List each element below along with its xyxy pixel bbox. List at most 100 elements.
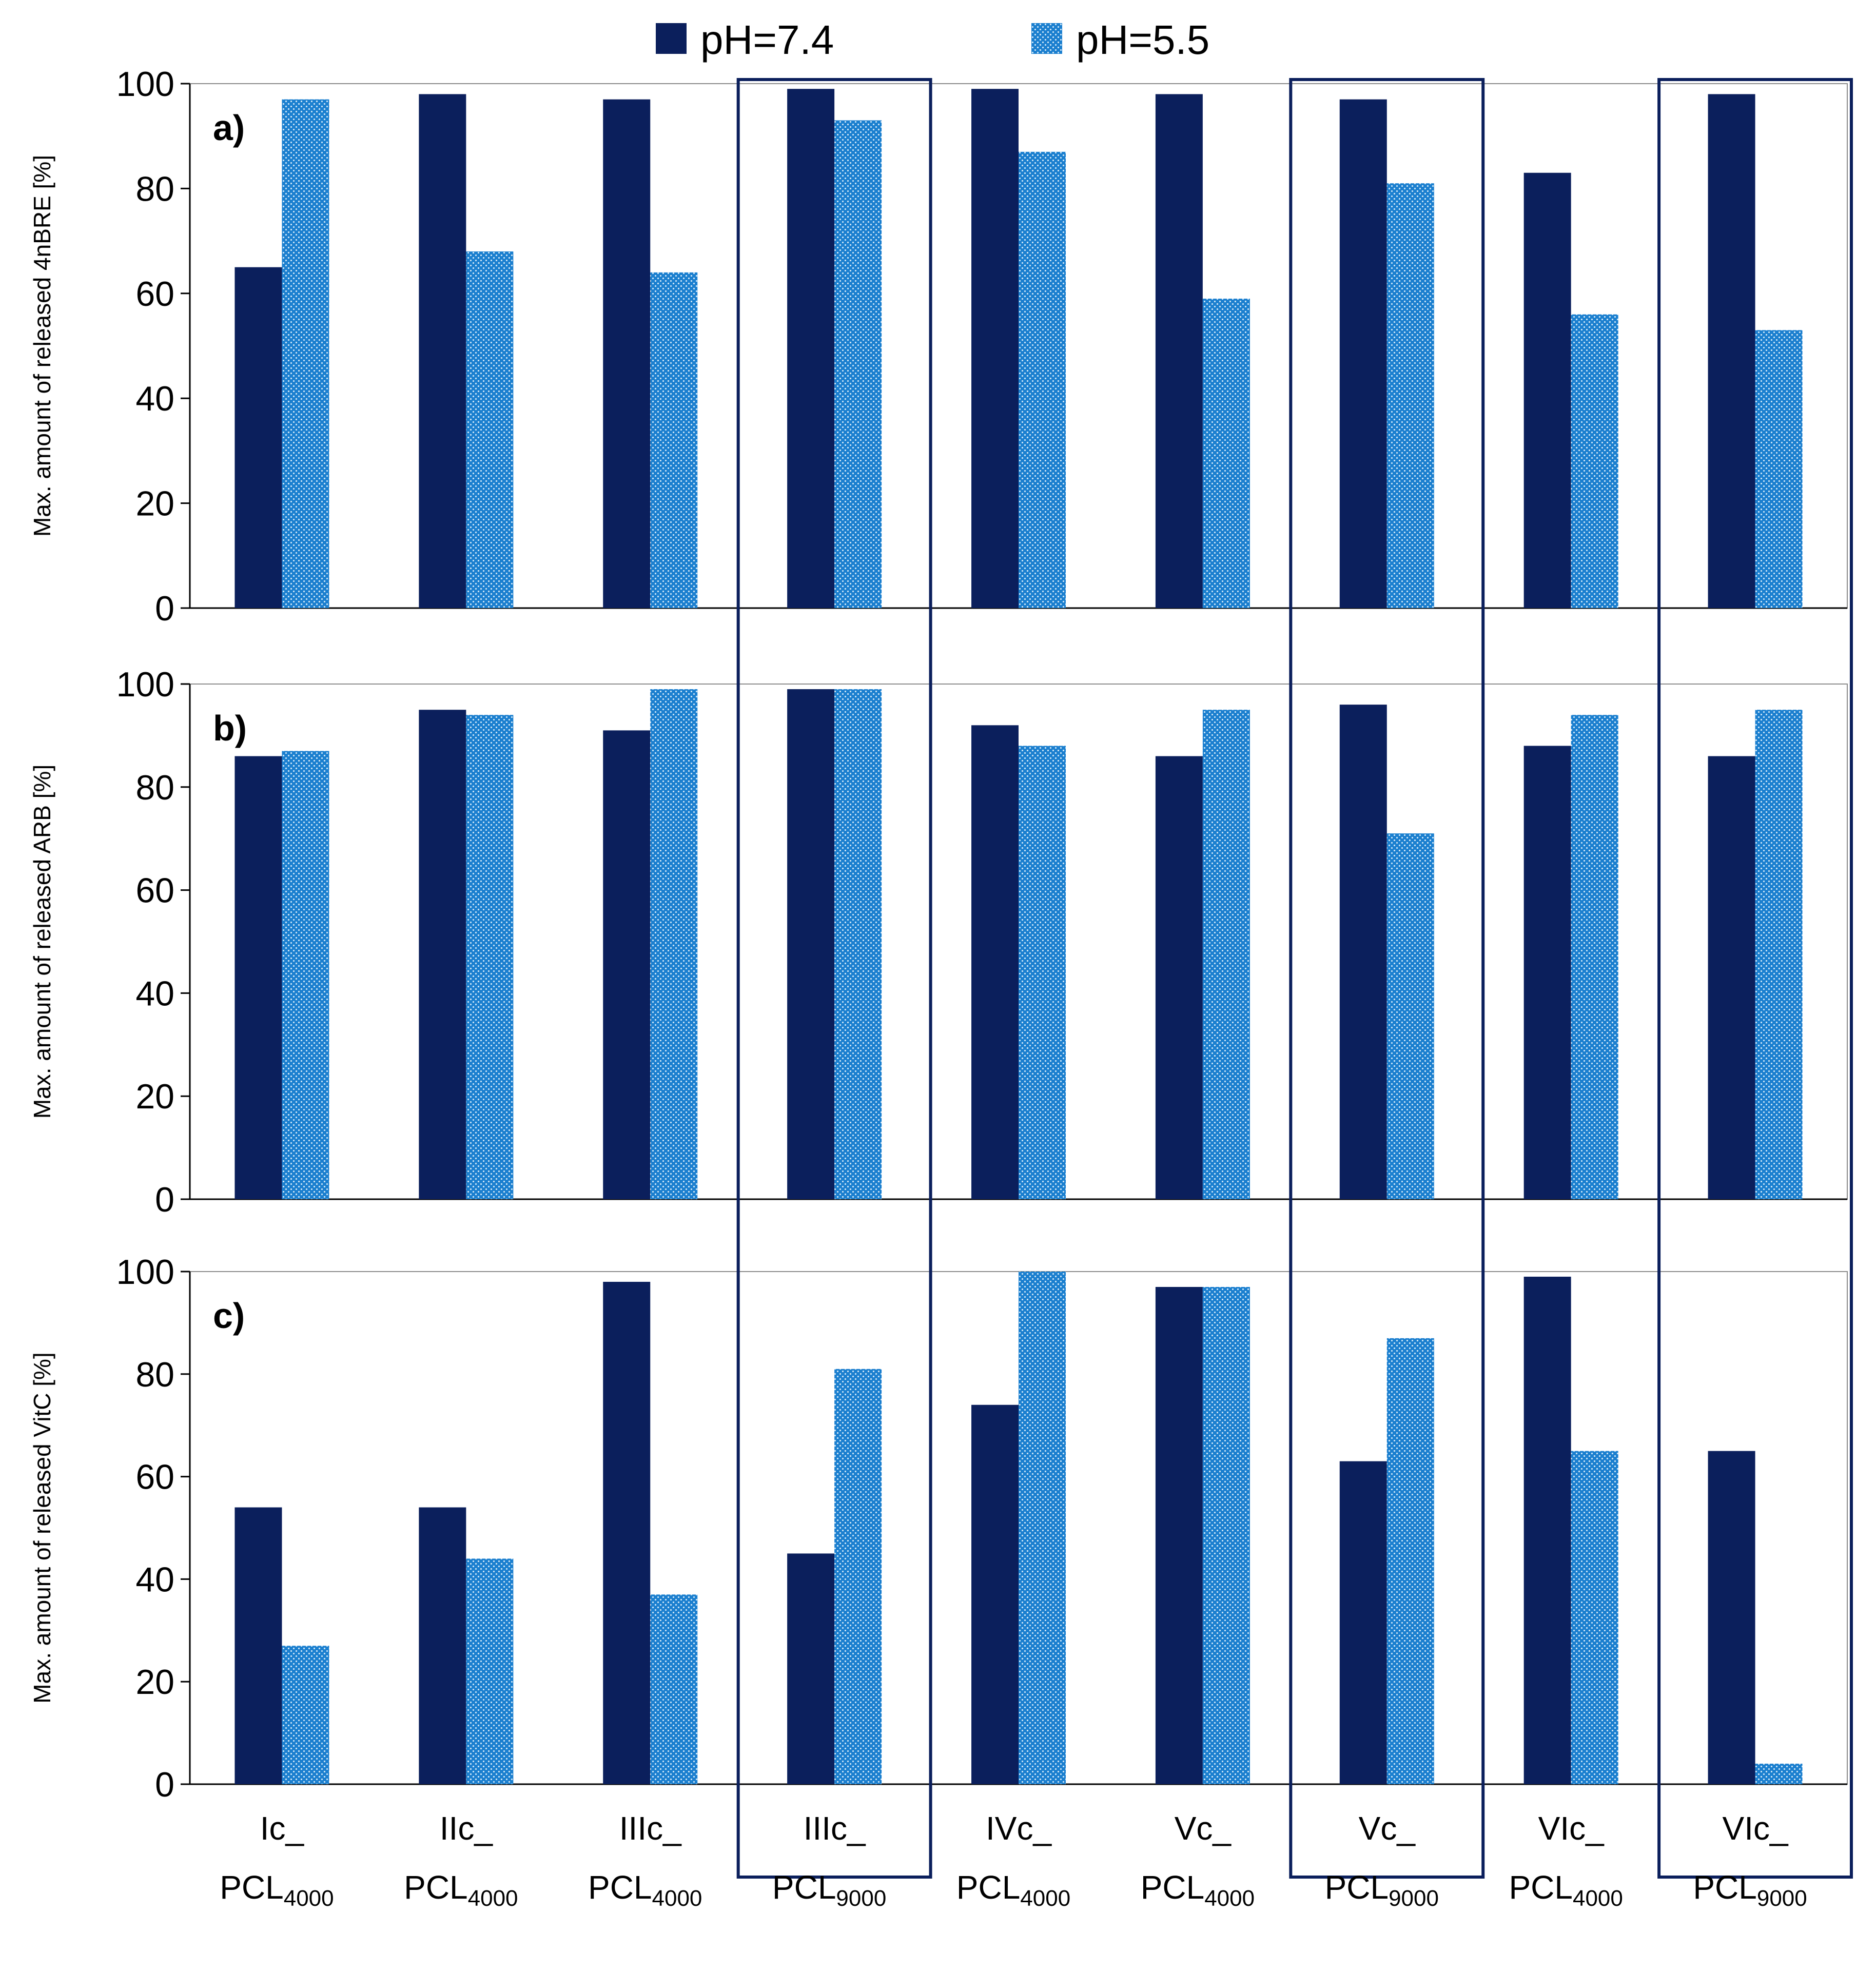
panel-label: a) — [213, 108, 245, 148]
y-tick-label: 60 — [135, 275, 174, 314]
bar-ph74-4 — [787, 1553, 835, 1784]
y-tick-label: 0 — [155, 589, 174, 628]
bar-ph74-8 — [1523, 746, 1571, 1199]
panel-label: b) — [213, 708, 247, 748]
bar-ph55-2 — [466, 715, 514, 1199]
bar-ph74-3 — [603, 730, 651, 1199]
bar-ph74-5 — [971, 1404, 1019, 1784]
y-axis-title: Max. amount of released VitC [%] — [29, 1352, 55, 1703]
x-category-base: PCL — [220, 1869, 284, 1906]
x-category-line1-9: VIc_ — [1723, 1810, 1789, 1847]
y-axis-title: Max. amount of released ARB [%] — [29, 765, 55, 1119]
bar-ph55-1 — [282, 1646, 329, 1784]
x-category-subscript: 4000 — [284, 1886, 334, 1911]
x-category-subscript: 4000 — [1573, 1886, 1623, 1911]
highlight-box-category-7 — [1289, 78, 1485, 1879]
y-axis-title: Max. amount of released 4nBRE [%] — [29, 155, 55, 537]
legend: pH=7.4 pH=5.5 — [656, 17, 1209, 63]
bar-ph74-2 — [419, 710, 466, 1199]
bar-ph55-8 — [1571, 715, 1618, 1199]
y-tick-label: 80 — [135, 1355, 174, 1394]
bar-ph55-3 — [650, 689, 698, 1199]
x-category-line1-6: Vc_ — [1175, 1810, 1232, 1847]
y-tick-label: 80 — [135, 768, 174, 807]
bar-ph55-8 — [1571, 314, 1618, 608]
bar-ph74-5 — [971, 89, 1019, 609]
bar-ph55-1 — [282, 99, 329, 608]
bar-ph55-7 — [1386, 1338, 1434, 1784]
bar-ph74-8 — [1523, 1276, 1571, 1784]
bar-ph55-1 — [282, 751, 329, 1199]
bar-ph74-1 — [234, 1507, 282, 1784]
y-tick-label: 20 — [135, 1663, 174, 1702]
x-category-base: PCL — [772, 1869, 836, 1906]
x-category-base: PCL — [956, 1869, 1021, 1906]
y-tick-label: 100 — [116, 1253, 174, 1292]
y-tick-label: 100 — [116, 665, 174, 704]
x-axis-labels: Ic_PCL4000IIc_PCL4000IIIc_PCL4000IIIc_PC… — [220, 1810, 1807, 1911]
x-category-line1-4: IIIc_ — [804, 1810, 866, 1847]
x-category-line2-1: PCL4000 — [220, 1869, 334, 1911]
x-category-base: PCL — [1693, 1869, 1757, 1906]
bar-ph74-2 — [419, 94, 466, 608]
highlight-box-category-4 — [736, 78, 932, 1879]
bar-ph74-8 — [1523, 172, 1571, 608]
bar-ph55-6 — [1202, 710, 1250, 1199]
bar-ph55-2 — [466, 1558, 514, 1784]
bar-ph74-1 — [234, 756, 282, 1199]
legend-swatch-2 — [1031, 23, 1062, 54]
bar-ph55-5 — [1019, 746, 1066, 1199]
x-category-subscript: 4000 — [1020, 1886, 1070, 1911]
x-category-line2-4: PCL9000 — [772, 1869, 886, 1911]
x-category-line2-7: PCL9000 — [1325, 1869, 1439, 1911]
x-category-base: PCL — [404, 1869, 468, 1906]
x-category-line2-2: PCL4000 — [404, 1869, 518, 1911]
bar-ph55-9 — [1755, 330, 1803, 608]
bar-ph74-1 — [234, 267, 282, 608]
bar-ph55-7 — [1386, 833, 1434, 1199]
x-category-line2-5: PCL4000 — [956, 1869, 1070, 1911]
bar-ph55-4 — [834, 120, 882, 609]
x-category-base: PCL — [1509, 1869, 1573, 1906]
bar-ph55-3 — [650, 1594, 698, 1784]
x-category-base: PCL — [1141, 1869, 1205, 1906]
panels: 0 20 40 60 80 100 Max. amount of released 4nBR… — [29, 65, 1848, 1804]
bar-ph74-4 — [787, 89, 835, 609]
y-tick-label: 0 — [155, 1765, 174, 1804]
x-category-subscript: 4000 — [468, 1886, 518, 1911]
bar-ph74-3 — [603, 99, 651, 608]
bar-ph55-9 — [1755, 1764, 1803, 1784]
bar-ph55-7 — [1386, 183, 1434, 608]
y-tick-label: 40 — [135, 379, 174, 418]
bar-ph74-5 — [971, 725, 1019, 1199]
bar-ph74-6 — [1155, 756, 1203, 1199]
bar-ph55-9 — [1755, 710, 1803, 1199]
x-category-line1-3: IIIc_ — [619, 1810, 682, 1847]
x-category-line2-8: PCL4000 — [1509, 1869, 1623, 1911]
bar-ph55-2 — [466, 251, 514, 608]
y-tick-label: 60 — [135, 1458, 174, 1497]
bar-ph55-6 — [1202, 1286, 1250, 1784]
panel-label: c) — [213, 1296, 245, 1336]
bar-ph55-4 — [834, 1369, 882, 1784]
y-tick-label: 40 — [135, 974, 174, 1013]
bar-ph55-3 — [650, 272, 698, 608]
x-category-line1-1: Ic_ — [260, 1810, 305, 1847]
x-category-base: PCL — [588, 1869, 652, 1906]
bar-ph74-7 — [1339, 99, 1387, 608]
bar-ph74-3 — [603, 1281, 651, 1784]
x-category-subscript: 9000 — [836, 1886, 886, 1911]
bar-ph74-7 — [1339, 705, 1387, 1199]
bar-ph74-7 — [1339, 1461, 1387, 1784]
panel-2: 0 20 40 60 80 100 Max. amount of released ARB … — [29, 665, 1848, 1219]
x-category-subscript: 9000 — [1389, 1886, 1439, 1911]
x-category-line1-7: Vc_ — [1359, 1810, 1416, 1847]
x-category-subscript: 9000 — [1757, 1886, 1807, 1911]
y-tick-label: 40 — [135, 1560, 174, 1599]
bar-ph74-4 — [787, 689, 835, 1199]
y-tick-label: 60 — [135, 871, 174, 910]
x-category-line1-5: IVc_ — [986, 1810, 1052, 1847]
legend-label-1: pH=7.4 — [700, 17, 834, 63]
legend-label-2: pH=5.5 — [1076, 17, 1209, 63]
